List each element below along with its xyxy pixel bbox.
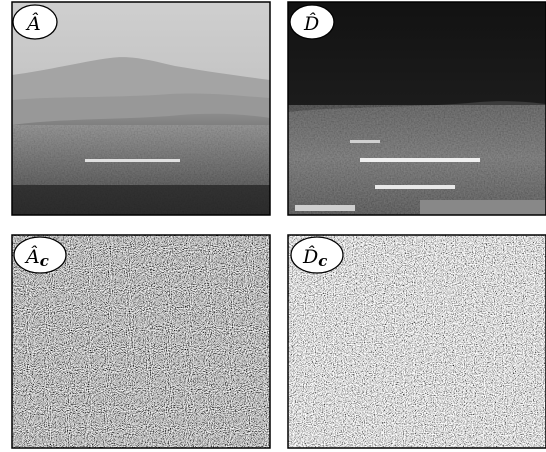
page: Â D̂ Âc D̂c (() => { const data = JSON.p…	[0, 0, 546, 452]
label-letter: Â	[25, 12, 41, 35]
label-letter: D̂	[302, 246, 318, 268]
label-letter: D̂	[303, 13, 319, 35]
label-letter: Â	[24, 245, 40, 268]
figure: Â D̂ Âc D̂c	[0, 0, 546, 452]
label-subscript: c	[318, 252, 327, 270]
label-subscript: c	[40, 252, 49, 270]
panel-label: D̂	[303, 13, 319, 35]
panel-label: Â	[25, 12, 41, 35]
